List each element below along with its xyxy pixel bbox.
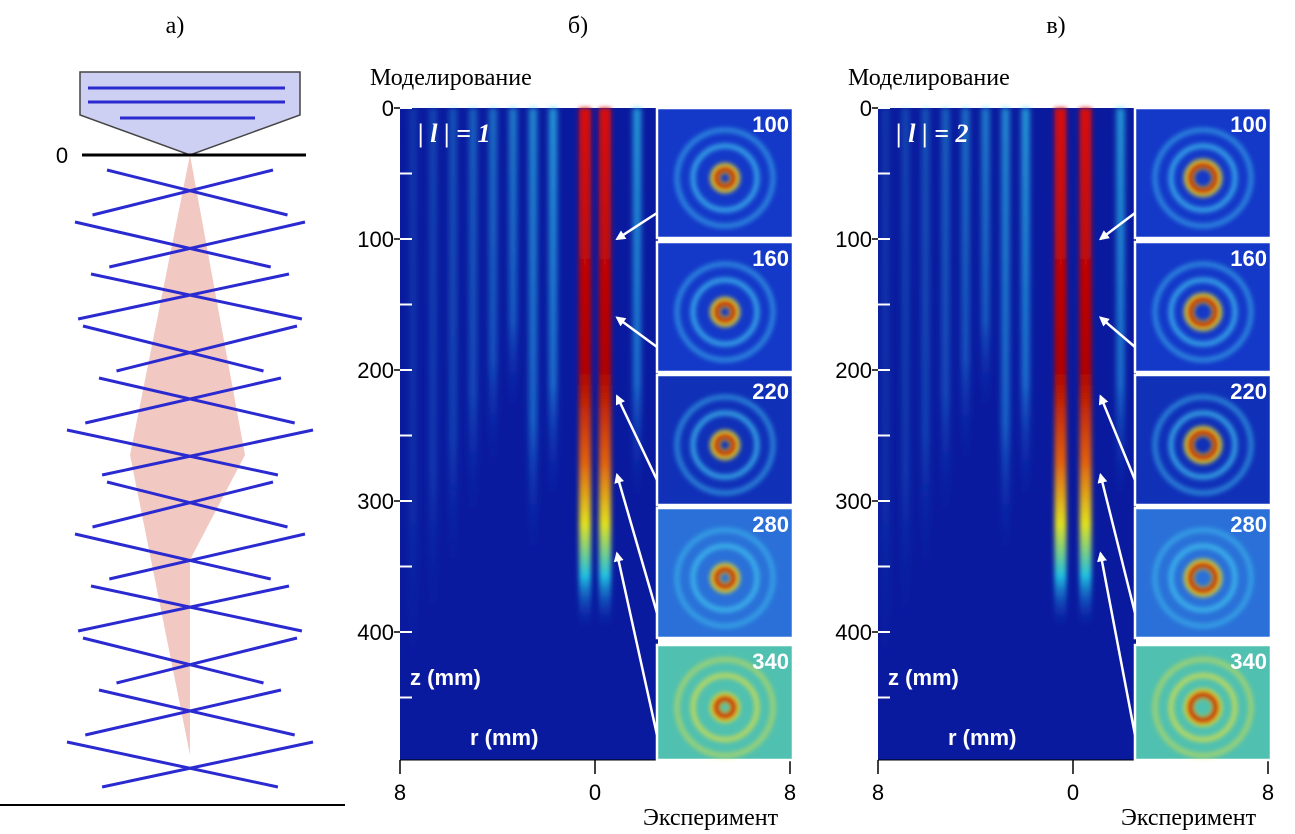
ray xyxy=(102,742,313,787)
axicon xyxy=(80,72,300,155)
panel-label: в) xyxy=(1046,13,1065,39)
bottom-label: Эксперимент xyxy=(643,805,779,831)
y-tick-label: 400 xyxy=(835,620,872,645)
fringe xyxy=(902,108,910,633)
panel-a: а) 0 xyxy=(0,13,345,805)
beam xyxy=(1080,108,1092,628)
inset-label: 220 xyxy=(1230,379,1267,404)
fringe xyxy=(509,108,517,413)
panel-label: б) xyxy=(568,13,588,39)
bottom-label: Эксперимент xyxy=(1121,805,1257,831)
order-label: | l | = 2 xyxy=(896,119,969,148)
inset-label: 280 xyxy=(752,512,789,537)
fringe xyxy=(982,108,990,413)
top-label: Моделирование xyxy=(848,65,1010,91)
y-tick-label: 200 xyxy=(357,358,394,383)
ray xyxy=(109,534,305,579)
fringe xyxy=(882,108,890,688)
y-tick-label: 400 xyxy=(357,620,394,645)
inset-label: 280 xyxy=(1230,512,1267,537)
y-tick-label: 100 xyxy=(835,227,872,252)
fringe xyxy=(409,108,417,688)
beam xyxy=(579,108,591,628)
x-tick-label: 8 xyxy=(1262,780,1274,805)
ray xyxy=(99,690,295,735)
inset-label: 340 xyxy=(1230,649,1267,674)
r-label: r (mm) xyxy=(948,725,1016,750)
beam xyxy=(1055,108,1067,628)
x-tick-label: 0 xyxy=(1067,780,1079,805)
inset-label: 160 xyxy=(752,246,789,271)
panel-b: б) Моделирование Эксперимент 0 100 200 300 400 8… xyxy=(357,13,796,831)
top-label: Моделирование xyxy=(370,65,532,91)
x-tick-label: 8 xyxy=(394,780,406,805)
x-tick-label: 8 xyxy=(784,780,796,805)
ray xyxy=(91,586,302,631)
y-tick-label: 300 xyxy=(835,489,872,514)
y-tick-label: 0 xyxy=(382,96,394,121)
y-tick-label: 0 xyxy=(860,96,872,121)
fringe xyxy=(449,108,457,578)
y-tick-label: 300 xyxy=(357,489,394,514)
fringe xyxy=(962,108,970,468)
fringe xyxy=(549,108,557,503)
fringe xyxy=(1002,108,1010,558)
fringe xyxy=(1022,108,1030,503)
fringe xyxy=(529,108,537,558)
ray xyxy=(67,742,278,787)
ray xyxy=(117,638,298,683)
inset-label: 100 xyxy=(752,112,789,137)
fringe xyxy=(469,108,477,523)
y-tick-label: 200 xyxy=(835,358,872,383)
figure: а) 0 б) Моделирование Эксперимент 0 100 200 30… xyxy=(0,0,1295,834)
inset-label: 100 xyxy=(1230,112,1267,137)
inset-label: 340 xyxy=(752,649,789,674)
z-label: z (mm) xyxy=(888,665,959,690)
zero-label: 0 xyxy=(56,143,68,168)
order-label: | l | = 1 xyxy=(418,119,491,148)
x-tick-label: 0 xyxy=(589,780,601,805)
panel-c: в) Моделирование Эксперимент 0 100 200 300 400 8… xyxy=(835,13,1274,831)
fringe xyxy=(489,108,497,468)
y-tick-label: 100 xyxy=(357,227,394,252)
inset-label: 160 xyxy=(1230,246,1267,271)
panel-label: а) xyxy=(166,13,185,39)
z-label: z (mm) xyxy=(410,665,481,690)
inset-label: 220 xyxy=(752,379,789,404)
x-tick-label: 8 xyxy=(872,780,884,805)
fringe xyxy=(922,108,930,578)
beam xyxy=(599,108,611,628)
fringe xyxy=(429,108,437,633)
r-label: r (mm) xyxy=(470,725,538,750)
fringe xyxy=(942,108,950,523)
